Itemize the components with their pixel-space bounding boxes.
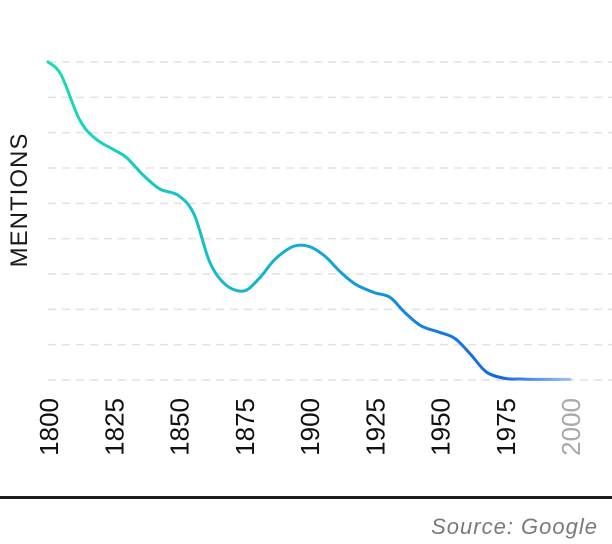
data-points [47,61,571,380]
y-axis-label: MENTIONS [6,133,33,268]
x-tick-labels: 1800 1825 1850 1875 1900 1925 1950 1975 2000 [34,398,586,456]
x-tick-label: 1800 [34,398,64,456]
bottom-rule [0,496,612,499]
series-line [46,60,572,381]
x-tick-label: 1875 [230,398,260,456]
x-tick-label: 1975 [491,398,521,456]
x-tick-label: 1825 [99,398,129,456]
x-tick-label: 1925 [360,398,390,456]
x-tick-label: 1900 [295,398,325,456]
x-tick-label: 2000 [556,398,586,456]
x-tick-label: 1950 [426,398,456,456]
source-credit: Source: Google [431,514,598,539]
x-tick-label: 1850 [165,398,195,456]
gridlines [48,61,612,381]
